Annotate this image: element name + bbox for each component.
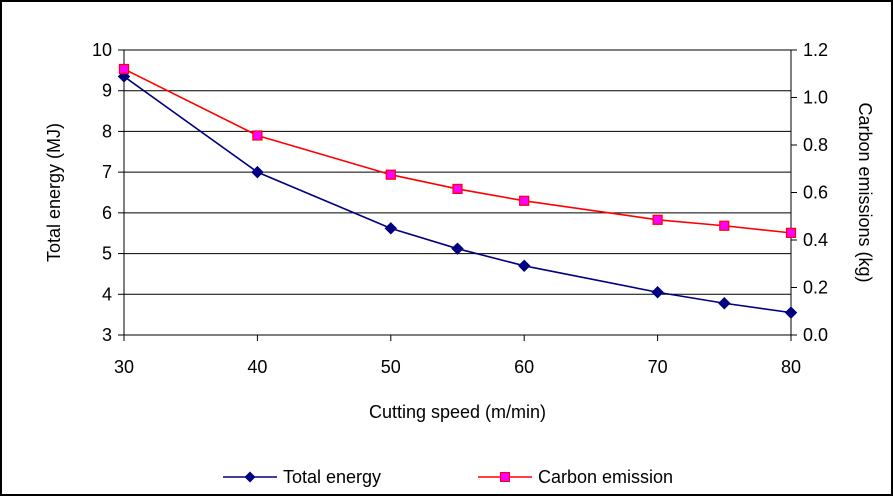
y2-tick-label: 0.2: [803, 278, 828, 298]
y-tick-label: 7: [102, 162, 112, 182]
legend-item-total-energy: Total energy: [223, 467, 381, 487]
y2-tick-label: 0.8: [803, 135, 828, 155]
y-tick-label: 3: [102, 325, 112, 345]
y-tick-label: 8: [102, 121, 112, 141]
series-layer: [117, 63, 798, 319]
y2-tick-label: 1.2: [803, 40, 828, 60]
y-tick-label: 4: [102, 284, 112, 304]
data-point-carbon-emission: [385, 169, 396, 180]
x-tick-label: 60: [514, 357, 534, 377]
axes-layer: 3 4 5 6 7 8 9 10 0.0 0.2 0.4 0.6 0.8 1.0 1.2 30 40 50 60 70…: [92, 40, 828, 377]
data-point-carbon-emission: [519, 195, 530, 206]
y2-tick-label: 0.4: [803, 230, 828, 250]
data-point-total-energy: [451, 242, 464, 255]
y-tick-label: 6: [102, 203, 112, 223]
data-point-total-energy: [718, 297, 731, 310]
data-point-total-energy: [651, 286, 664, 299]
legend-item-carbon-emission: Carbon emission: [478, 467, 673, 487]
x-tick-label: 80: [781, 357, 801, 377]
x-tick-label: 30: [114, 357, 134, 377]
y2-tick-label: 0.0: [803, 325, 828, 345]
x-tick-label: 50: [381, 357, 401, 377]
x-axis-title: Cutting speed (m/min): [369, 402, 546, 422]
series-line-total-energy: [123, 75, 792, 314]
series-line-carbon-emission: [123, 68, 792, 234]
data-point-carbon-emission: [452, 183, 463, 195]
legend-marker-total-energy: [244, 471, 256, 483]
data-point-carbon-emission: [785, 227, 797, 238]
data-point-carbon-emission: [118, 63, 130, 75]
y2-tick-label: 1.0: [803, 88, 828, 108]
y-axis-title: Total energy (MJ): [44, 123, 64, 262]
data-point-carbon-emission: [719, 220, 730, 231]
y-tick-label: 5: [102, 244, 112, 264]
y-tick-label: 10: [92, 40, 112, 60]
y2-tick-label: 0.6: [803, 183, 828, 203]
legend-label-carbon-emission: Carbon emission: [538, 467, 673, 487]
legend: Total energy Carbon emission: [223, 467, 673, 487]
x-tick-label: 40: [247, 357, 267, 377]
data-point-total-energy: [251, 165, 264, 179]
y-tick-label: 9: [102, 81, 112, 101]
grid-layer: [124, 49, 791, 295]
legend-label-total-energy: Total energy: [283, 467, 381, 487]
data-point-total-energy: [517, 259, 531, 272]
data-point-total-energy: [384, 222, 398, 235]
y2-axis-title: Carbon emissions (kg): [855, 102, 875, 282]
data-point-carbon-emission: [252, 130, 263, 141]
x-tick-label: 70: [648, 357, 668, 377]
labels-layer: Cutting speed (m/min) Total energy (MJ) …: [44, 102, 875, 422]
data-point-total-energy: [784, 306, 798, 319]
legend-marker-carbon-emission: [500, 472, 510, 482]
data-point-carbon-emission: [652, 214, 663, 225]
